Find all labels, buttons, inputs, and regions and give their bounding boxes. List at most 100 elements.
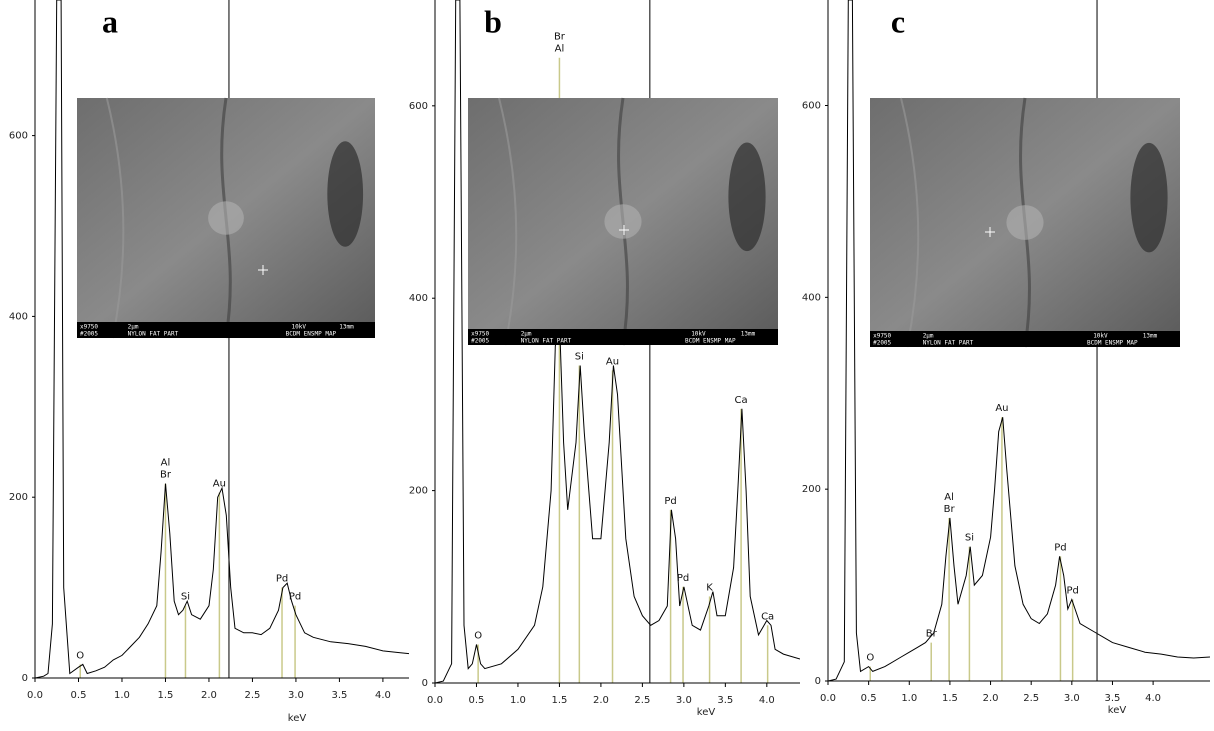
inset-caption: #2005 — [873, 340, 891, 347]
sem-texture — [1006, 205, 1044, 240]
x-tick-label: 0.5 — [861, 693, 877, 704]
y-tick-label: 400 — [802, 292, 821, 303]
x-tick-label: 2.0 — [593, 695, 609, 706]
x-tick-label: 0.5 — [469, 695, 485, 706]
inset-caption: BCDM ENSMP MAP — [685, 338, 736, 345]
panel-label: c — [891, 3, 905, 39]
x-tick-label: 1.0 — [901, 693, 917, 704]
sem-texture — [498, 97, 518, 346]
inset-caption: #2005 — [471, 338, 489, 345]
peak-label: O — [474, 631, 482, 642]
x-tick-label: 2.5 — [1023, 693, 1039, 704]
peak-label: Al — [944, 492, 954, 503]
peak-label: Pd — [677, 573, 689, 584]
crosshair — [619, 225, 629, 235]
x-tick-label: 4.0 — [375, 690, 391, 701]
y-tick-label: 0 — [815, 676, 821, 687]
x-axis-label: keV — [1108, 705, 1127, 716]
x-tick-label: 3.0 — [676, 695, 692, 706]
x-tick-label: 3.5 — [717, 695, 733, 706]
spectrum-line — [828, 0, 1210, 681]
inset-caption: NYLON FAT PART — [923, 340, 974, 347]
x-tick-label: 1.5 — [158, 690, 174, 701]
peak-label: Pd — [1066, 585, 1078, 596]
x-tick-label: 2.5 — [634, 695, 650, 706]
x-tick-label: 4.0 — [759, 695, 775, 706]
sem-texture — [604, 204, 642, 239]
x-tick-label: 3.0 — [1064, 693, 1080, 704]
peak-label: Al — [161, 458, 171, 469]
x-tick-label: 1.5 — [551, 695, 567, 706]
y-tick-label: 200 — [802, 484, 821, 495]
y-tick-label: 200 — [409, 486, 428, 497]
peak-label: Si — [181, 592, 190, 603]
peak-label: Pd — [289, 592, 301, 603]
peak-label: Al — [555, 44, 565, 55]
x-tick-label: 3.5 — [1105, 693, 1121, 704]
peak-label: Br — [926, 629, 938, 640]
peak-label: Ca — [761, 611, 774, 622]
inset-caption: 13mm — [339, 324, 354, 331]
inset-caption: x9750 — [873, 333, 891, 340]
y-tick-label: 0 — [22, 673, 28, 684]
x-tick-label: 4.0 — [1145, 693, 1161, 704]
x-tick-label: 2.0 — [983, 693, 999, 704]
x-tick-label: 2.0 — [201, 690, 217, 701]
inset-caption: 2μm — [521, 331, 532, 338]
peak-label: Br — [944, 504, 956, 515]
sem-texture — [208, 201, 244, 235]
sem-texture — [327, 141, 364, 247]
inset-caption: NYLON FAT PART — [521, 338, 572, 345]
inset-caption: BCDM ENSMP MAP — [286, 331, 337, 338]
y-tick-label: 600 — [409, 101, 428, 112]
spectrum-line — [35, 0, 409, 678]
inset-caption: 10kV — [1093, 333, 1108, 340]
peak-label: Au — [995, 403, 1008, 414]
inset-caption: NYLON FAT PART — [128, 331, 179, 338]
inset-caption: #2005 — [80, 331, 98, 338]
peak-label: Si — [965, 533, 974, 544]
y-tick-label: 0 — [422, 678, 428, 689]
sem-texture — [105, 97, 125, 339]
x-tick-label: 3.0 — [288, 690, 304, 701]
crosshair — [258, 265, 268, 275]
peak-label: Br — [160, 470, 172, 481]
peak-label: Ca — [735, 395, 748, 406]
peak-label: Au — [606, 356, 619, 367]
inset-caption: 2μm — [128, 324, 139, 331]
caption-bar — [870, 331, 1180, 347]
peak-label: Si — [575, 352, 584, 363]
x-axis-label: keV — [697, 707, 716, 718]
peak-label: Pd — [276, 574, 288, 585]
caption-bar — [77, 322, 375, 338]
panel-label: a — [102, 3, 118, 39]
x-tick-label: 1.5 — [942, 693, 958, 704]
sem-texture — [728, 142, 766, 252]
x-tick-label: 2.5 — [244, 690, 260, 701]
inset-caption: 13mm — [741, 331, 756, 338]
inset-caption: 2μm — [923, 333, 934, 340]
panel: 0 200 400 600 0.0 0.5 1.0 1.5 2.0 2.5 3.0 3.5 4.0 keV… — [409, 0, 800, 718]
peak-label: O — [866, 653, 874, 664]
peak-label: Pd — [664, 496, 676, 507]
panel: 0 200 400 600 0.0 0.5 1.0 1.5 2.0 2.5 3.0 3.5 4.0 keV… — [9, 0, 409, 724]
inset-caption: 10kV — [691, 331, 706, 338]
x-tick-label: 0.5 — [71, 690, 87, 701]
panel: 0 200 400 600 0.0 0.5 1.0 1.5 2.0 2.5 3.0 3.5 4.0 keV… — [802, 0, 1210, 716]
peak-label: Au — [213, 479, 226, 490]
crosshair — [985, 227, 995, 237]
y-tick-label: 400 — [9, 311, 28, 322]
inset-caption: 10kV — [292, 324, 307, 331]
y-tick-label: 200 — [9, 492, 28, 503]
x-tick-label: 0.0 — [820, 693, 836, 704]
x-tick-label: 0.0 — [27, 690, 43, 701]
y-tick-label: 400 — [409, 293, 428, 304]
x-tick-label: 0.0 — [427, 695, 443, 706]
y-tick-label: 600 — [9, 131, 28, 142]
sem-texture — [1130, 142, 1168, 253]
peak-label: Br — [554, 32, 566, 43]
inset-caption: 13mm — [1143, 333, 1158, 340]
inset-caption: BCDM ENSMP MAP — [1087, 340, 1138, 347]
x-tick-label: 3.5 — [331, 690, 347, 701]
